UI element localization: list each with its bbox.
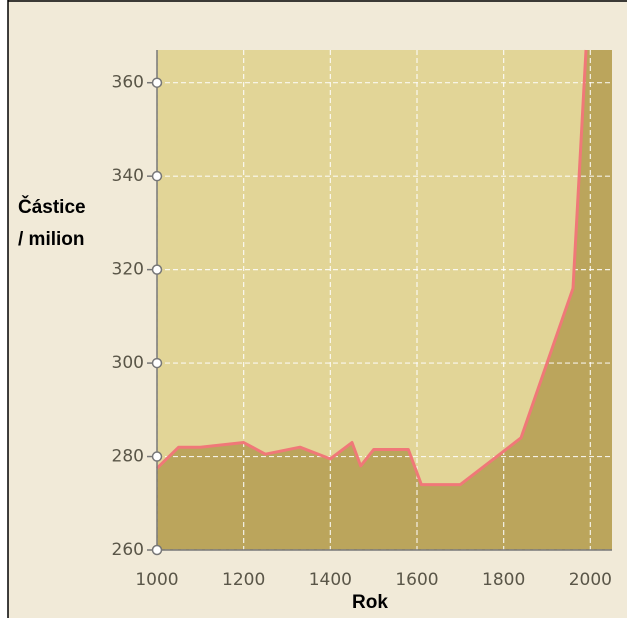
y-axis-label: / milion [18,229,85,250]
x-tick-label: 1400 [309,570,352,590]
x-axis-label: Rok [352,592,388,613]
y-tick-marker [151,357,163,369]
x-tick-label: 1000 [135,570,178,590]
x-tick-label: 1800 [482,570,525,590]
y-tick-label: 280 [112,447,144,467]
line [155,49,588,487]
y-tick-marker [151,544,163,556]
y-axis-label: Částice [18,196,86,218]
y-tick-label: 360 [112,73,144,93]
x-tick-label: 1200 [222,570,265,590]
y-tick-label: 260 [112,540,144,560]
y-tick-marker [151,451,163,462]
x-tick-label: 1600 [395,570,438,590]
y-tick-label: 300 [112,353,144,373]
y-tick-marker [151,77,163,88]
x-tick-label: 2000 [569,570,612,590]
y-tick-label: 320 [112,260,144,280]
y-tick-marker [151,264,163,275]
y-tick-label: 340 [112,166,144,186]
y-tick-marker [151,170,163,182]
